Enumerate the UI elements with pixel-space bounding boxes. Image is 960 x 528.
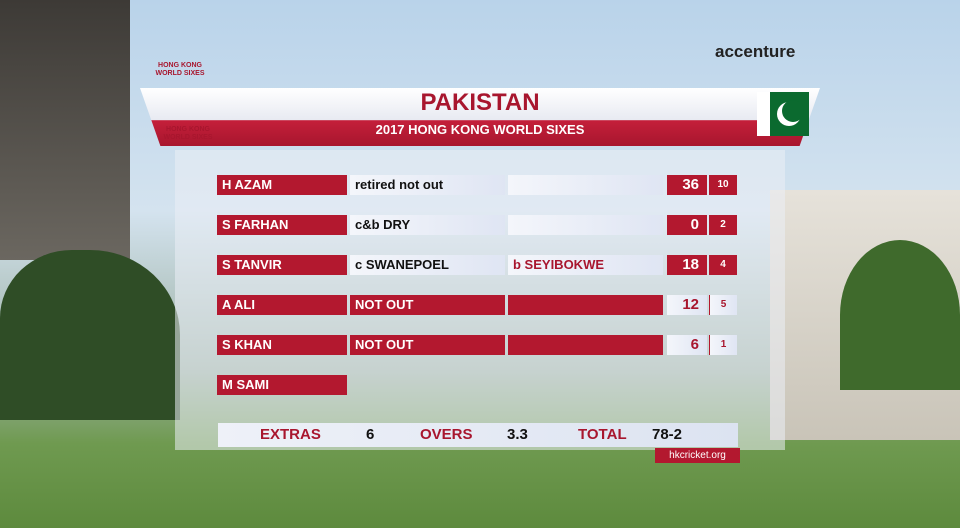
batter-name: S FARHAN [217,215,347,235]
subtitle: 2017 HONG KONG WORLD SIXES [375,122,585,137]
balls: 5 [709,295,737,315]
runs: 12 [667,295,707,315]
dismissal: c&b DRY [350,215,505,235]
runs: 18 [667,255,707,275]
balls: 4 [709,255,737,275]
dismissal: retired not out [350,175,505,195]
balls: 1 [709,335,737,355]
sponsor: accenture [715,42,796,61]
batter-name: A ALI [217,295,347,315]
logo: HONG KONG WORLD SIXES [155,62,205,77]
total: 78-2 [652,426,683,443]
batter-name: S TANVIR [217,255,347,275]
batter-name: H AZAM [217,175,347,195]
batter-name: M SAMI [217,375,347,395]
bowler: b SEYIBOKWE [508,255,663,275]
dismissal: NOT OUT [350,335,505,355]
total-label: TOTAL [578,426,627,443]
extras-label: EXTRAS [260,426,321,443]
overs: 3.3 [507,426,528,443]
balls: 2 [709,215,737,235]
title: PAKISTAN [420,89,540,116]
bowler [508,215,663,235]
batter-name: S KHAN [217,335,347,355]
flag [757,92,809,136]
balls: 10 [709,175,737,195]
runs: 6 [667,335,707,355]
extras: 6 [366,426,375,443]
trees [0,250,180,420]
trees [840,240,960,390]
footer-bar [218,423,738,447]
bowler [508,295,663,315]
runs: 0 [667,215,707,235]
bowler [508,335,663,355]
url: hkcricket.org [655,448,740,463]
bowler [508,175,663,195]
building [0,0,130,260]
runs: 36 [667,175,707,195]
banner [140,88,820,146]
dismissal: c SWANEPOEL [350,255,505,275]
logo: HONG KONG WORLD SIXES [163,126,213,141]
overs-label: OVERS [420,426,473,443]
dismissal: NOT OUT [350,295,505,315]
